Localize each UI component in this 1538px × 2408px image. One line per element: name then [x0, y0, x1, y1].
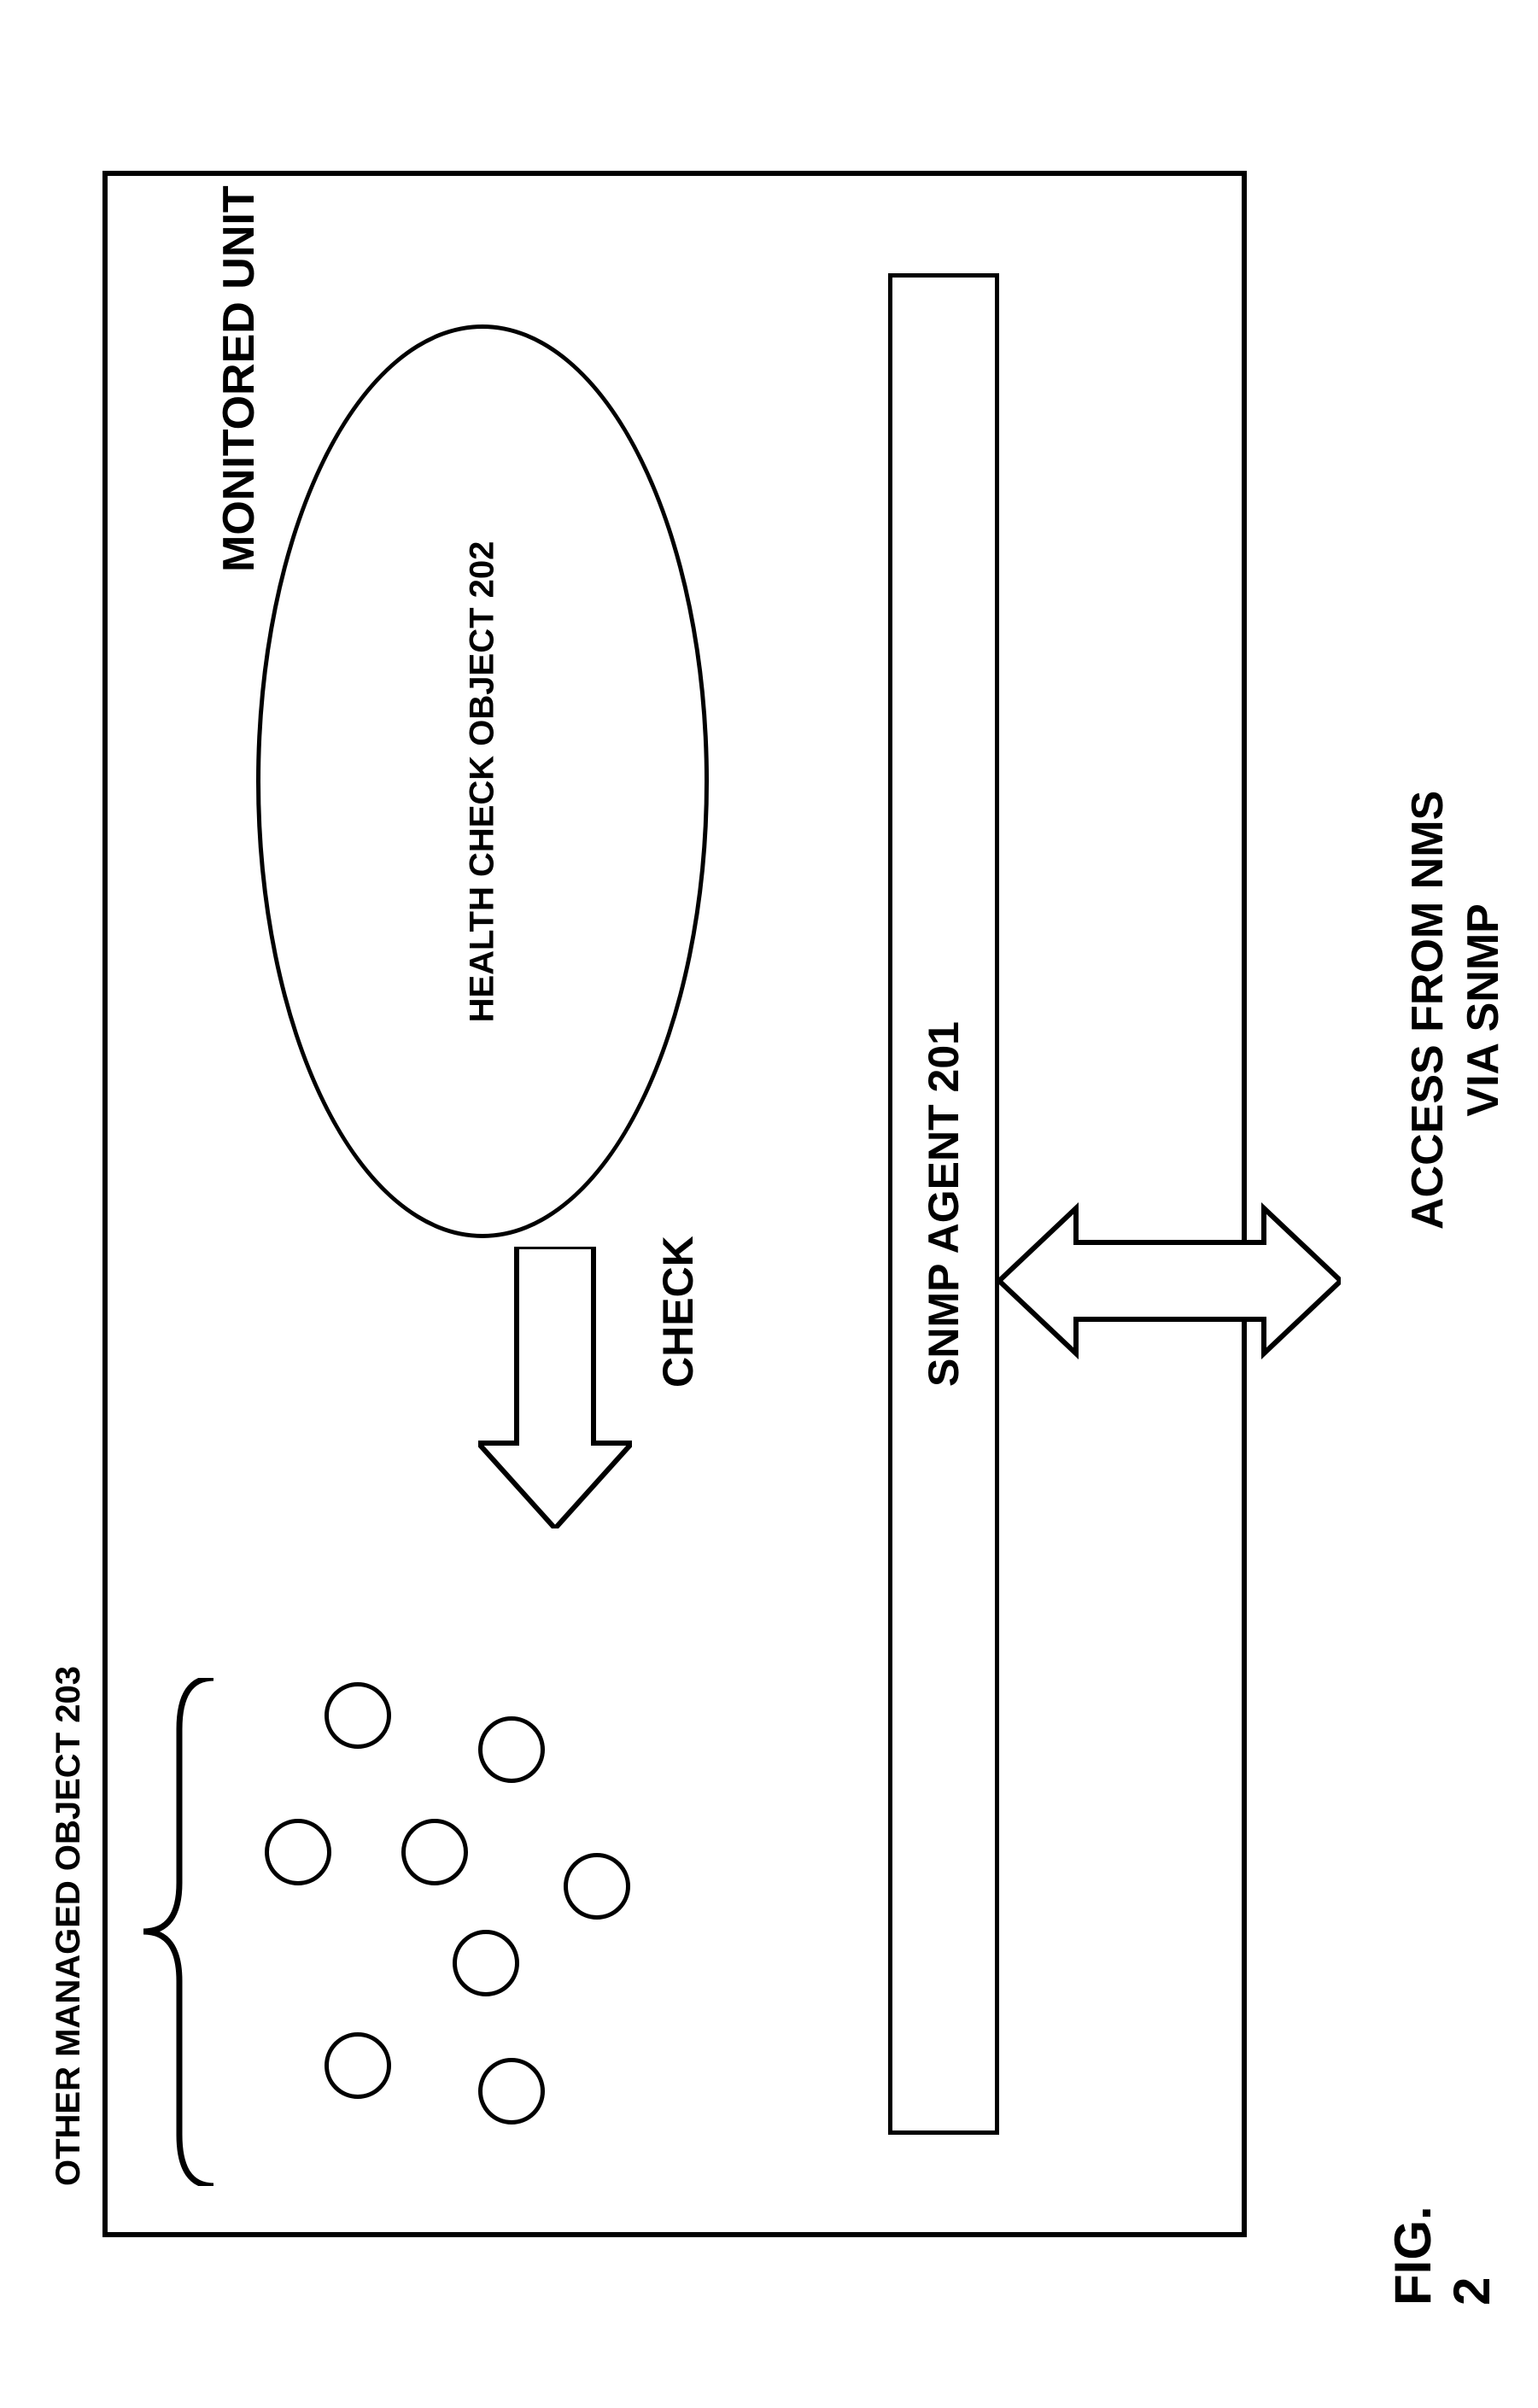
snmp-agent-box: SNMP AGENT 201: [888, 273, 999, 2135]
bidir-arrow-icon: [999, 1200, 1341, 1362]
managed-object-circle: [401, 1819, 468, 1885]
brace-icon: [137, 1678, 222, 2186]
managed-object-label: OTHER MANAGED OBJECT 203: [50, 1666, 88, 2186]
check-arrow-icon: [478, 1247, 632, 1528]
check-label: CHECK: [653, 1236, 703, 1388]
health-check-label: HEALTH CHECK OBJECT 202: [464, 541, 502, 1022]
managed-object-circle: [564, 1853, 630, 1920]
snmp-agent-label: SNMP AGENT 201: [919, 1021, 968, 1387]
managed-object-circle: [478, 1716, 545, 1783]
figure-label: FIG. 2: [1383, 2206, 1501, 2306]
managed-object-circle: [265, 1819, 331, 1885]
monitored-unit-label: MONITORED UNIT: [213, 185, 265, 572]
access-text: ACCESS FROM NMS VIA SNMP: [1401, 791, 1512, 1230]
managed-object-circle: [325, 1682, 391, 1749]
health-check-ellipse: HEALTH CHECK OBJECT 202: [256, 324, 709, 1238]
managed-object-circle: [453, 1930, 519, 1996]
managed-object-circle: [478, 2058, 545, 2125]
managed-object-circle: [325, 2032, 391, 2099]
